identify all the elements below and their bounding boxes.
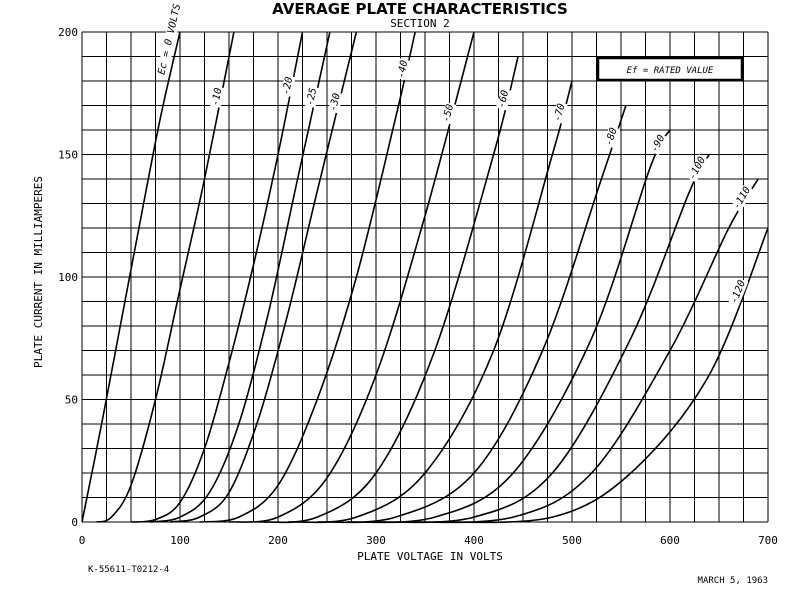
- curve-line: [81, 31, 181, 523]
- curve-line: [346, 129, 671, 524]
- y-tick-label: 50: [65, 394, 78, 407]
- curve-line: [170, 31, 358, 523]
- x-tick-label: 700: [758, 534, 778, 547]
- curve-label: -25: [305, 87, 320, 107]
- curve-label: -100: [687, 155, 708, 181]
- x-tick-label: 300: [366, 534, 386, 547]
- curve-label: -110: [731, 185, 753, 211]
- curve-label-group: -10: [209, 86, 225, 108]
- x-tick-label: 400: [464, 534, 484, 547]
- curve-label-background: [156, 1, 184, 77]
- curve-label-group: -80: [603, 125, 621, 149]
- curve-label-group: -30: [327, 91, 344, 114]
- curve-line: [405, 178, 759, 524]
- curve-label-background: [603, 125, 621, 149]
- y-tick-label: 100: [58, 271, 78, 284]
- y-axis-label: PLATE CURRENT IN MILLIAMPERES: [32, 176, 45, 368]
- curve-label-background: [327, 91, 344, 114]
- y-tick-label: 150: [58, 149, 78, 162]
- curve-line: [199, 31, 416, 523]
- curve-label: -80: [604, 127, 620, 148]
- curve-label: -60: [496, 89, 511, 109]
- x-tick-label: 0: [79, 534, 86, 547]
- curve-label-group: -60: [495, 88, 512, 111]
- curve-line: [287, 80, 573, 524]
- curve-label-group: Ec = 0 VOLTS: [156, 1, 184, 77]
- curve-label-background: [440, 102, 457, 125]
- curve-line: [96, 31, 235, 523]
- curve-label-background: [209, 86, 225, 108]
- curve-label-group: -20: [280, 75, 296, 97]
- curve-label: -50: [441, 103, 456, 123]
- chart-subtitle: SECTION 2: [390, 17, 450, 30]
- curve-label: -20: [281, 76, 295, 96]
- curve-line: [150, 31, 331, 523]
- curve-line: [434, 227, 769, 524]
- curve-label-background: [686, 154, 709, 183]
- curve-line: [130, 31, 304, 523]
- x-tick-label: 600: [660, 534, 680, 547]
- curve-label-background: [280, 75, 296, 97]
- x-tick-label: 100: [170, 534, 190, 547]
- footer-date: MARCH 5, 1963: [698, 576, 768, 586]
- curve-label-group: -100: [686, 154, 709, 183]
- curve-label: -70: [552, 103, 567, 123]
- curve-label: -10: [210, 87, 224, 107]
- rated-value-box: Ef = RATED VALUE: [596, 56, 744, 82]
- curve-label-group: -40: [395, 58, 411, 81]
- curve-label: -30: [328, 92, 343, 112]
- curve-label-group: -110: [730, 184, 754, 213]
- x-tick-label: 500: [562, 534, 582, 547]
- x-axis-label: PLATE VOLTAGE IN VOLTS: [357, 550, 503, 563]
- curve-label-background: [728, 277, 749, 307]
- curve-line: [228, 31, 475, 523]
- curve-label-background: [304, 85, 320, 108]
- curve-label-background: [495, 88, 512, 111]
- curve-label: Ec = 0 VOLTS: [156, 3, 183, 76]
- curves: [81, 31, 769, 524]
- curve-label-group: -25: [304, 85, 320, 108]
- grid: [81, 31, 769, 523]
- x-tick-label: 200: [268, 534, 288, 547]
- curve-label-background: [395, 58, 411, 81]
- curve-label-background: [648, 132, 668, 156]
- curve-label: -40: [396, 59, 411, 79]
- rated-value-box-frame: [596, 56, 744, 82]
- curve-line: [375, 154, 710, 524]
- tick-labels: 0 100 200 300 400 500 600 700 0 50 100 150 200: [58, 26, 778, 547]
- rated-value-label: Ef = RATED VALUE: [627, 66, 714, 76]
- y-tick-label: 200: [58, 26, 78, 39]
- chart-title: AVERAGE PLATE CHARACTERISTICS: [272, 0, 568, 18]
- curve-label-background: [551, 101, 568, 124]
- curve-line: [317, 105, 627, 524]
- y-tick-label: 0: [71, 516, 78, 529]
- curve-label-group: -70: [551, 101, 568, 124]
- curve-label-group: -50: [440, 102, 457, 125]
- curve-label-background: [730, 184, 754, 213]
- footer-drawing-number: K-55611-T0212-4: [88, 565, 169, 575]
- curve-line: [258, 56, 519, 524]
